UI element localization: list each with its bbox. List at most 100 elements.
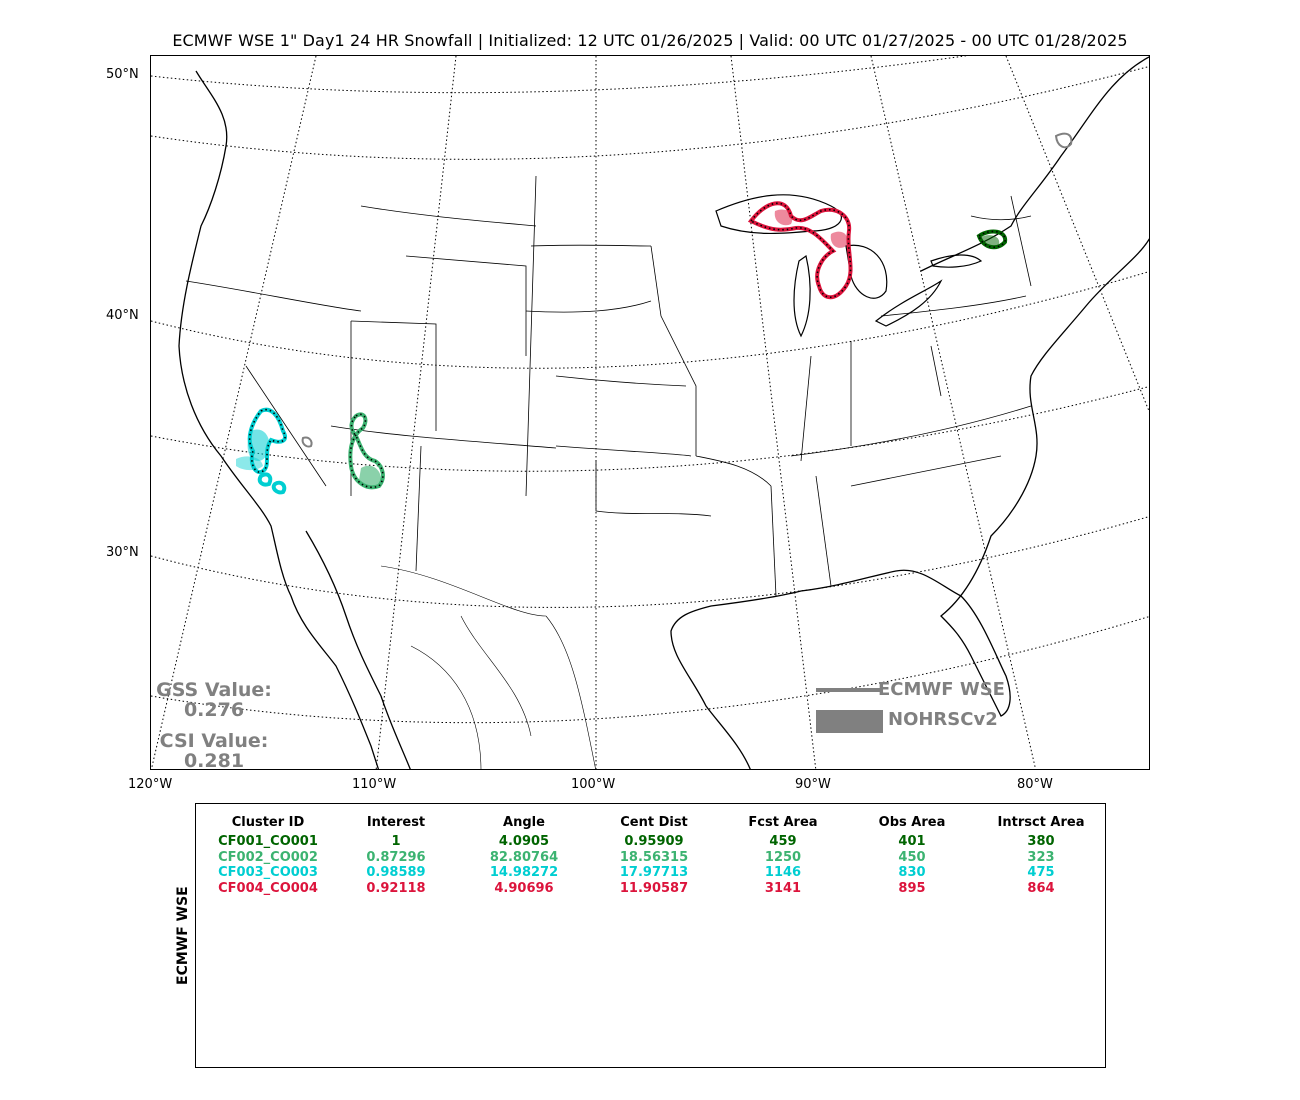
table-cell-r0-c0: CF001_CO001 bbox=[218, 834, 318, 849]
border-ar bbox=[695, 455, 772, 487]
border-az-nm-north bbox=[330, 425, 557, 449]
lake-michigan bbox=[793, 254, 811, 338]
table-cell-r2-c4: 1146 bbox=[764, 865, 802, 880]
border-ms bbox=[770, 485, 777, 597]
lon-line-110 bbox=[375, 56, 457, 769]
table-cell-r1-c4: 1250 bbox=[764, 849, 802, 865]
forecast-small-nv bbox=[301, 436, 313, 448]
border-or-ca bbox=[185, 280, 362, 312]
forecast-cf004 bbox=[747, 201, 853, 300]
lat-label-30: 30°N bbox=[106, 545, 139, 560]
border-ga-sc bbox=[850, 455, 1002, 487]
border-il-in bbox=[800, 355, 812, 462]
lon-line-90 bbox=[730, 56, 817, 769]
legend-forecast-label: ECMWF WSE bbox=[878, 679, 1005, 700]
legend-observed-swatch bbox=[816, 710, 883, 733]
table-cell-r0-c1: 1 bbox=[391, 834, 401, 849]
border-pa-ny bbox=[880, 295, 1027, 317]
border-plains-west bbox=[525, 175, 537, 497]
table-cell-r2-c1: 0.98589 bbox=[366, 865, 426, 880]
border-al bbox=[815, 475, 832, 587]
table-cell-r3-c0: CF004_CO004 bbox=[218, 880, 318, 896]
baja-coast bbox=[305, 530, 411, 769]
lat-line-30 bbox=[151, 516, 1149, 608]
table-cell-r0-c6: 380 bbox=[1027, 834, 1055, 849]
lat-line-50 bbox=[151, 56, 968, 94]
table-cell-r2-c0: CF003_CO003 bbox=[218, 865, 318, 880]
table-cell-r1-c2: 82.80764 bbox=[489, 849, 559, 865]
border-wy-sd bbox=[405, 255, 527, 356]
lon-label-110: 110°W bbox=[352, 777, 397, 792]
dots-cf003 bbox=[248, 409, 286, 473]
observed-cf002 bbox=[359, 465, 382, 488]
border-tn-kentucky bbox=[790, 405, 1032, 457]
table-cell-r3-c6: 864 bbox=[1027, 880, 1055, 896]
table-cell-r0-c3: 0.95909 bbox=[624, 834, 684, 849]
lon-label-120: 120°W bbox=[128, 777, 173, 792]
table-header-1: Interest bbox=[366, 815, 426, 830]
table-ylabel: ECMWF WSE bbox=[175, 886, 191, 985]
table-header-4: Fcst Area bbox=[748, 815, 818, 830]
table-cell-r3-c2: 4.90696 bbox=[494, 880, 554, 896]
dots-cf004 bbox=[749, 202, 852, 299]
observed-areas bbox=[236, 209, 1000, 488]
table-header-0: Cluster ID bbox=[231, 815, 305, 830]
lat-label-40: 40°N bbox=[106, 308, 139, 323]
lon-label-90: 90°W bbox=[795, 777, 831, 792]
border-az-nm bbox=[415, 445, 422, 572]
border-mx-3 bbox=[545, 615, 596, 769]
table-cell-r1-c0: CF002_CO002 bbox=[218, 849, 318, 865]
matched-outline-dots bbox=[248, 202, 1006, 488]
lat-label-50: 50°N bbox=[106, 67, 139, 82]
pacific-coast bbox=[178, 70, 380, 769]
table-header-6: Intrsct Area bbox=[997, 815, 1085, 830]
forecast-cf001 bbox=[976, 229, 1008, 250]
border-vt-nh bbox=[1010, 195, 1032, 287]
lat-line-25 bbox=[151, 616, 1149, 724]
map-canvas bbox=[151, 56, 1149, 769]
observed-cf004-superior bbox=[830, 231, 848, 248]
border-ok bbox=[555, 445, 692, 457]
lake-superior bbox=[715, 194, 842, 235]
state-borders bbox=[185, 175, 1032, 597]
lon-line-85 bbox=[870, 56, 1037, 769]
graticule bbox=[151, 56, 1149, 769]
csi-label: CSI Value: bbox=[159, 730, 269, 752]
map-panel bbox=[150, 55, 1150, 770]
table-cell-r2-c6: 475 bbox=[1027, 865, 1055, 880]
table-cell-r0-c5: 401 bbox=[898, 834, 926, 849]
border-mx-4 bbox=[410, 645, 482, 769]
legend-observed-label: NOHRSCv2 bbox=[888, 709, 998, 730]
table-header-3: Cent Dist bbox=[620, 815, 688, 830]
table-cell-r3-c5: 895 bbox=[898, 880, 926, 896]
table-cell-r2-c3: 17.97713 bbox=[619, 865, 689, 880]
border-mn-ia-mo bbox=[650, 245, 697, 456]
forecast-cf003-south bbox=[257, 472, 287, 495]
table-cell-r0-c2: 4.0905 bbox=[498, 834, 550, 849]
st-lawrence bbox=[920, 56, 1149, 272]
table-cell-r1-c3: 18.56315 bbox=[619, 849, 689, 865]
lake-erie bbox=[874, 279, 943, 327]
lon-label-100: 100°W bbox=[571, 777, 616, 792]
cluster-stats-table bbox=[195, 803, 1106, 1068]
border-ks-ne bbox=[555, 375, 687, 387]
observed-cf004-up bbox=[774, 209, 793, 226]
lat-line-35 bbox=[151, 386, 1149, 472]
gulf-atlantic-coast bbox=[670, 238, 1149, 769]
border-ca-nv bbox=[245, 365, 327, 487]
dots-cf002 bbox=[349, 413, 384, 488]
lon-label-80: 80°W bbox=[1017, 777, 1053, 792]
border-ny-canada bbox=[970, 215, 1032, 221]
table-cell-r3-c3: 11.90587 bbox=[619, 880, 689, 896]
lon-line-80 bbox=[1005, 56, 1149, 413]
lat-line-40 bbox=[151, 271, 1149, 369]
coastline bbox=[178, 56, 1149, 769]
observed-cf003-south bbox=[236, 456, 263, 471]
lake-huron bbox=[845, 244, 888, 299]
gss-label: GSS Value: bbox=[156, 679, 272, 701]
table-cell-r1-c5: 450 bbox=[898, 849, 926, 865]
border-mx-1 bbox=[380, 565, 547, 617]
map-title: ECMWF WSE 1" Day1 24 HR Snowfall | Initi… bbox=[172, 31, 1128, 50]
mexico-borders bbox=[380, 565, 596, 769]
forecast-small-quebec bbox=[1054, 132, 1073, 149]
